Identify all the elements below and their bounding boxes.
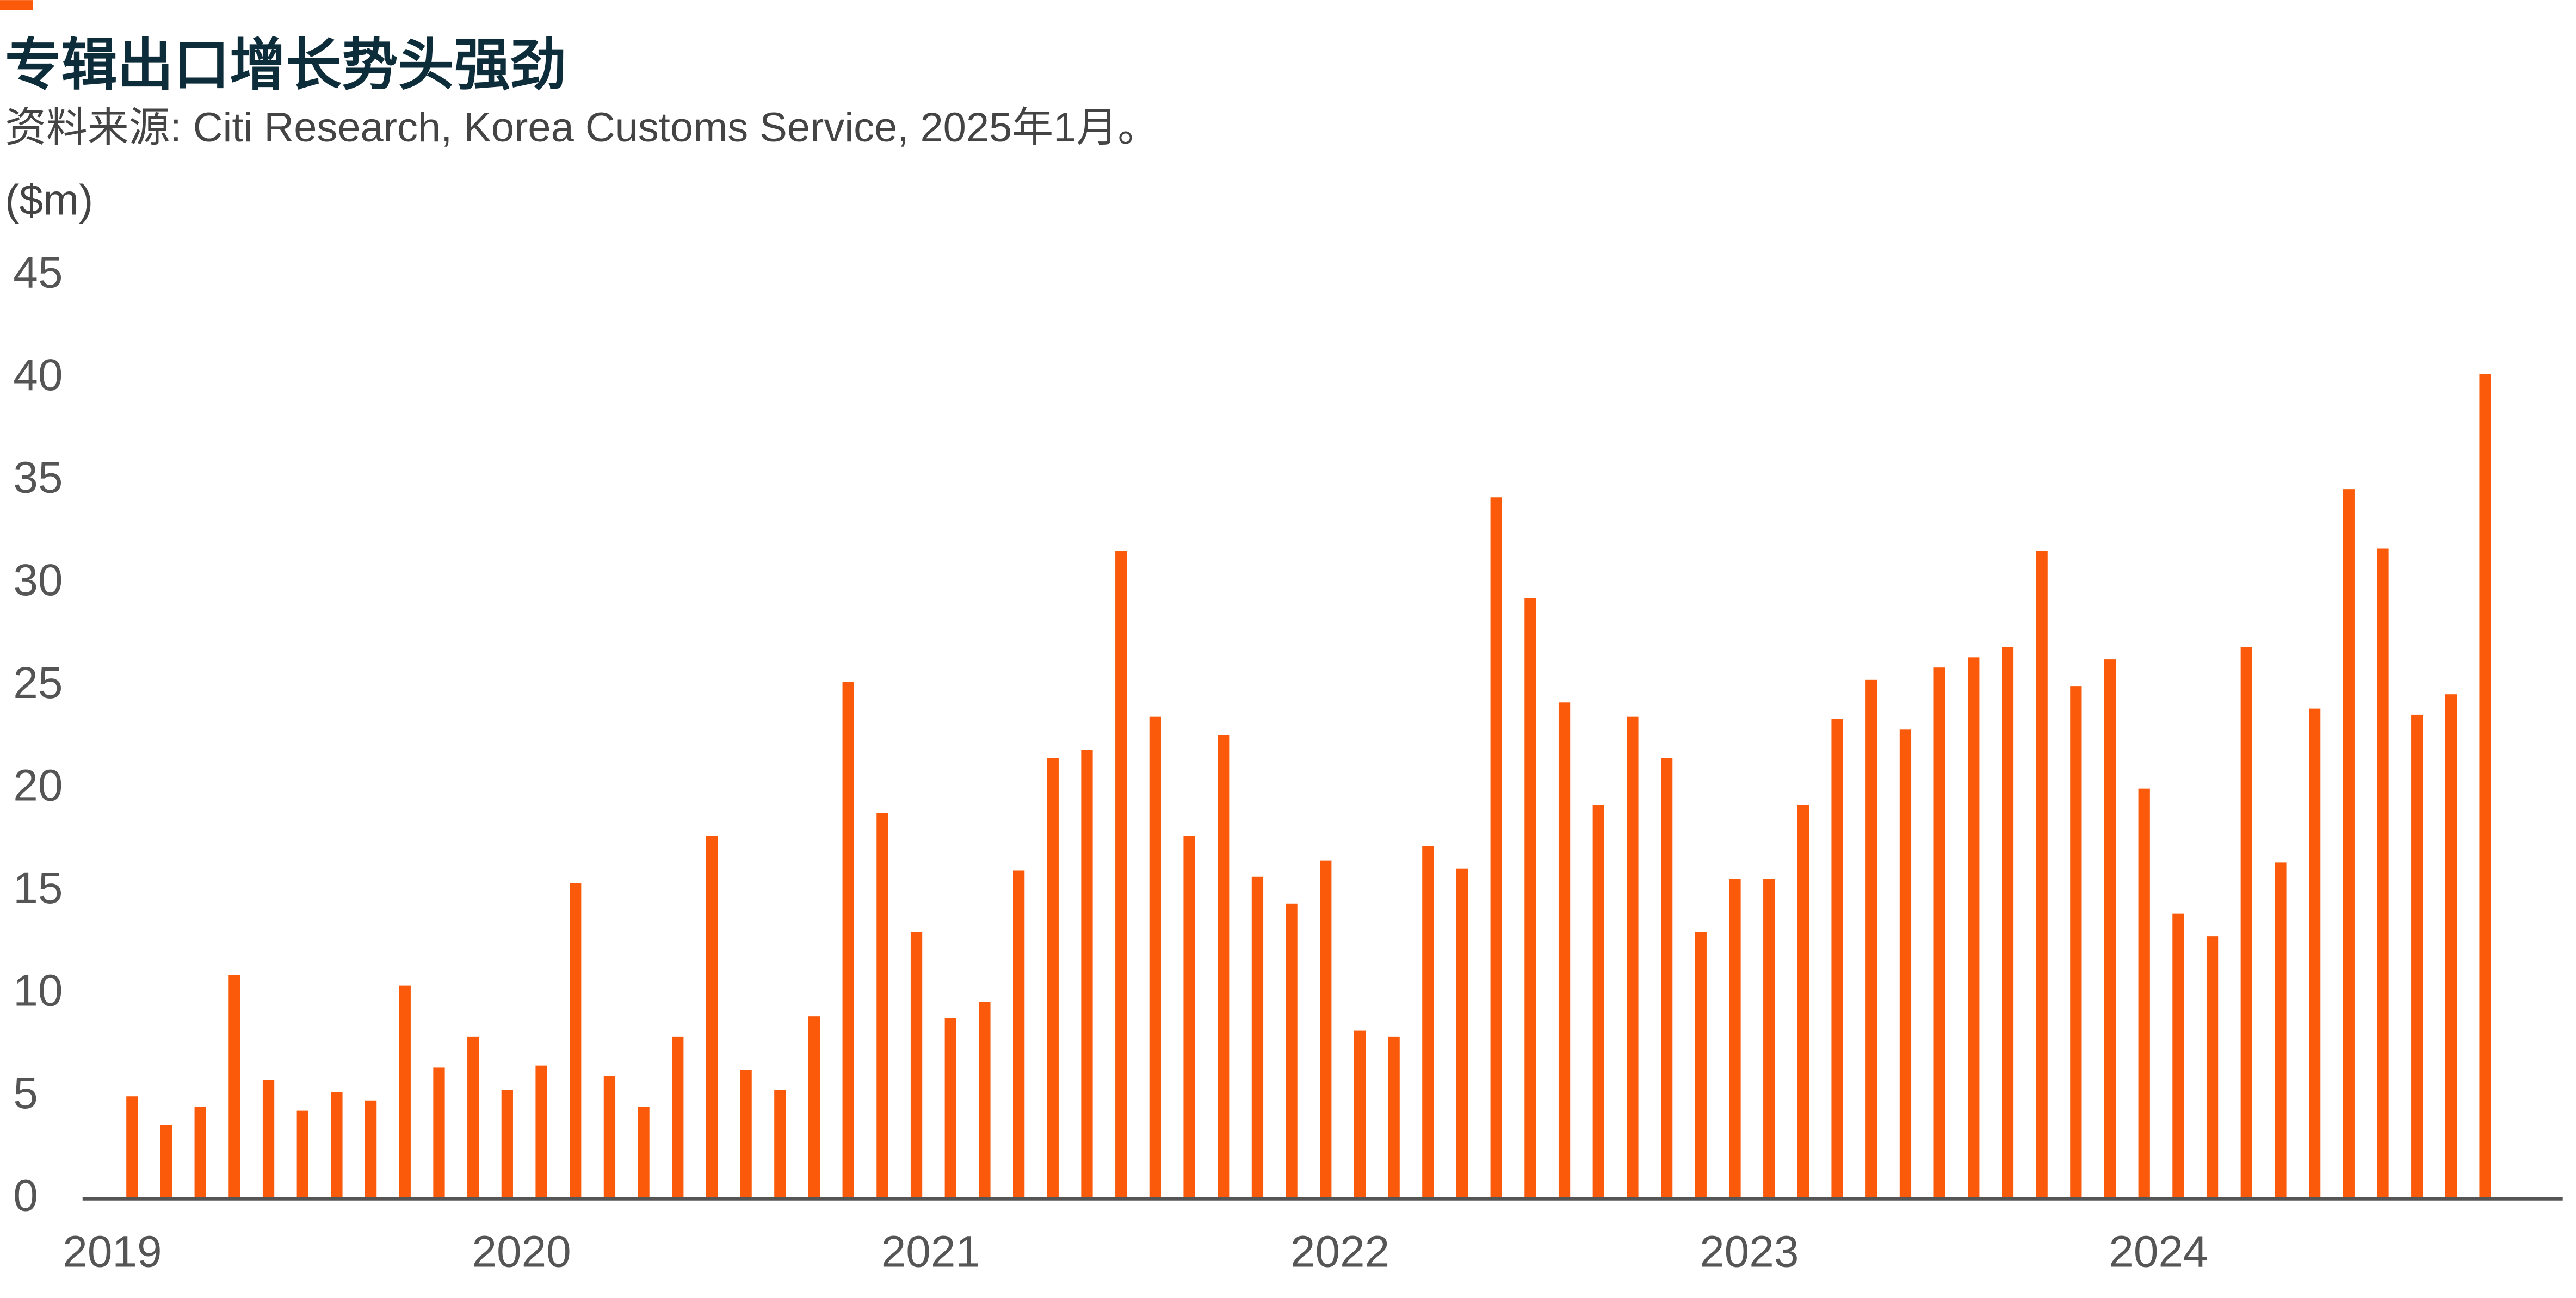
bar [672,1036,684,1199]
bar [1933,667,1945,1199]
y-tick-label: 30 [13,555,63,605]
bar [2104,659,2116,1199]
bar [1286,903,1298,1199]
bar [1218,735,1230,1199]
bar [1149,716,1161,1199]
y-tick-label: 0 [13,1171,38,1220]
y-tick-label: 20 [13,761,63,810]
bar [876,813,888,1199]
y-tick-label: 10 [13,966,63,1015]
bar [1320,860,1332,1199]
bar [1729,879,1741,1199]
bar [1081,750,1093,1199]
bar [126,1096,138,1199]
bar [365,1100,377,1199]
x-tick-label: 2023 [1700,1227,1799,1277]
bar [228,975,240,1199]
bar [2343,489,2355,1199]
y-tick-label: 35 [13,453,63,503]
bar [501,1090,513,1199]
bar [1047,758,1059,1199]
y-tick-label: 15 [13,863,63,913]
bar [1422,846,1434,1199]
bar [2445,694,2457,1199]
bar [1899,729,1912,1199]
bar [1592,805,1604,1199]
bar [2070,686,2082,1199]
bar [740,1070,752,1199]
bar [160,1125,172,1199]
bar [331,1092,343,1199]
bar [1354,1030,1366,1199]
bar [1524,597,1536,1199]
bar [944,1018,956,1199]
chart-title: 专辑出口增长势头强劲 [5,34,566,96]
x-tick-label: 2021 [881,1227,980,1277]
bar [262,1080,275,1199]
x-tick-label: 2024 [2109,1227,2208,1277]
bar [1763,879,1775,1199]
x-tick-label: 2022 [1290,1227,1389,1277]
bar [2002,647,2014,1199]
bar [979,1002,991,1199]
bar [1865,679,1877,1199]
bar [2377,548,2389,1199]
y-tick-label: 40 [13,350,63,400]
bar [1251,876,1264,1199]
bar [570,883,582,1199]
bar [1490,497,1502,1199]
bar [2479,374,2491,1199]
bar [433,1067,445,1199]
bar [603,1076,616,1199]
bar [2240,647,2252,1199]
bar [1627,716,1639,1199]
accent [0,0,33,10]
bar [535,1065,547,1199]
bar [1968,657,1980,1199]
bar [399,985,411,1199]
x-tick-label: 2019 [63,1227,162,1277]
bar [1388,1036,1400,1199]
bar [1012,870,1025,1199]
bar [2309,708,2321,1199]
bar [2411,714,2423,1199]
bar [1661,758,1673,1199]
bar [1115,551,1127,1199]
x-tick-label: 2020 [472,1227,571,1277]
bar [910,932,923,1199]
bar [2172,913,2184,1199]
bar [2206,936,2219,1199]
bar [1797,805,1809,1199]
bar [1183,836,1195,1199]
bar [2138,788,2150,1199]
y-tick-label: 45 [13,248,63,298]
bar [842,682,854,1199]
bar [1831,719,1843,1199]
y-tick-label: 5 [13,1068,38,1118]
bar [774,1090,786,1199]
bar [296,1110,308,1199]
y-axis-label: ($m) [5,176,93,224]
bar [467,1036,479,1199]
y-tick-label: 25 [13,658,63,708]
bar [1558,702,1571,1199]
bar [1456,868,1468,1199]
bar [2036,551,2048,1199]
bar [706,836,718,1199]
bar [194,1107,206,1199]
bar [808,1016,820,1199]
bar [1695,932,1707,1199]
bar [2275,862,2287,1199]
chart-subtitle: 资料来源: Citi Research, Korea Customs Servi… [5,104,1159,151]
bar [638,1107,650,1199]
